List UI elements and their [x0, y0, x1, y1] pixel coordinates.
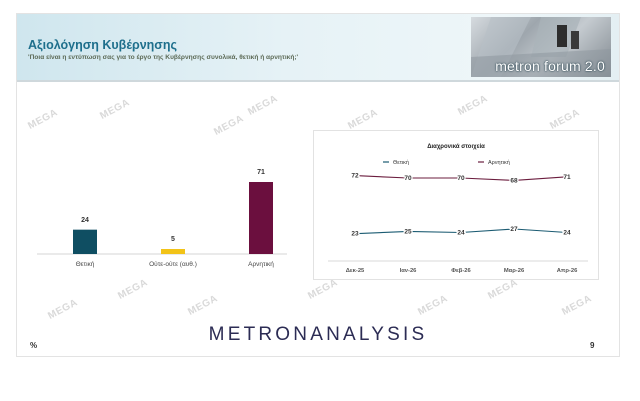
watermark: MEGA [548, 107, 582, 132]
page-number: 9 [590, 341, 595, 350]
line-chart-title: Διαχρονικά στοιχεία [427, 144, 485, 150]
watermark: MEGA [116, 277, 150, 302]
series-line [354, 228, 568, 235]
bar-value: 24 [81, 216, 89, 224]
watermark: MEGA [46, 297, 80, 322]
data-label: 23 [351, 231, 359, 238]
x-tick-label: Ιαν-26 [400, 268, 418, 274]
watermark: MEGA [186, 293, 220, 318]
data-label: 71 [563, 174, 571, 181]
series-line [354, 175, 568, 181]
data-label: 70 [404, 175, 412, 182]
watermark: MEGA [456, 93, 490, 118]
question-subtitle: 'Ποια είναι η εντύπωση σας για το έργο τ… [28, 54, 299, 61]
slide: Αξιολόγηση Κυβέρνησης 'Ποια είναι η εντύ… [16, 13, 620, 357]
data-label: 27 [510, 226, 518, 233]
bar-category-label: Αρνητική [248, 261, 274, 268]
logo-image [471, 17, 611, 77]
x-tick-label: Μαρ-26 [504, 268, 525, 274]
x-tick-label: Δεκ-25 [346, 268, 365, 274]
data-label: 24 [457, 230, 465, 237]
bar-value: 71 [257, 169, 265, 176]
trend-chart-panel: Διαχρονικά στοιχεία Θετική Αρνητική 23 25… [313, 130, 599, 280]
page-title: Αξιολόγηση Κυβέρνησης [28, 38, 177, 52]
bar-value: 5 [171, 236, 175, 243]
header: Αξιολόγηση Κυβέρνησης 'Ποια είναι η εντύ… [17, 14, 619, 82]
data-label: 70 [457, 175, 465, 182]
watermark: MEGA [26, 107, 60, 132]
watermark: MEGA [212, 113, 246, 138]
data-label: 72 [351, 173, 359, 180]
metron-analysis-brand: METRONANALYSIS [208, 324, 428, 345]
legend-label-positive: Θετική [393, 159, 409, 166]
metron-forum-logo: metron forum 2.0 [471, 17, 611, 77]
x-tick-label: Απρ-26 [557, 268, 578, 274]
unit-label: % [30, 341, 38, 350]
watermark: MEGA [560, 293, 594, 318]
watermark: MEGA [416, 293, 450, 318]
watermark: MEGA [346, 107, 380, 132]
data-label: 68 [510, 177, 518, 184]
legend-label-negative: Αρνητική [488, 159, 510, 166]
x-tick-label: Φεβ-26 [451, 268, 471, 274]
data-label: 25 [404, 228, 412, 235]
bar [73, 229, 97, 254]
data-label: 24 [563, 230, 571, 237]
watermark: MEGA [246, 93, 280, 118]
bar-chart [37, 182, 287, 255]
line-chart: Διαχρονικά στοιχεία Θετική Αρνητική 23 25… [328, 144, 588, 274]
bar [249, 182, 273, 254]
bar [161, 249, 185, 254]
bar-category-label: Θετική [75, 261, 95, 268]
bar-category-label: Ούτε-ούτε (αυθ.) [149, 261, 197, 268]
watermark: MEGA [98, 97, 132, 122]
logo-text: metron forum 2.0 [495, 58, 605, 74]
